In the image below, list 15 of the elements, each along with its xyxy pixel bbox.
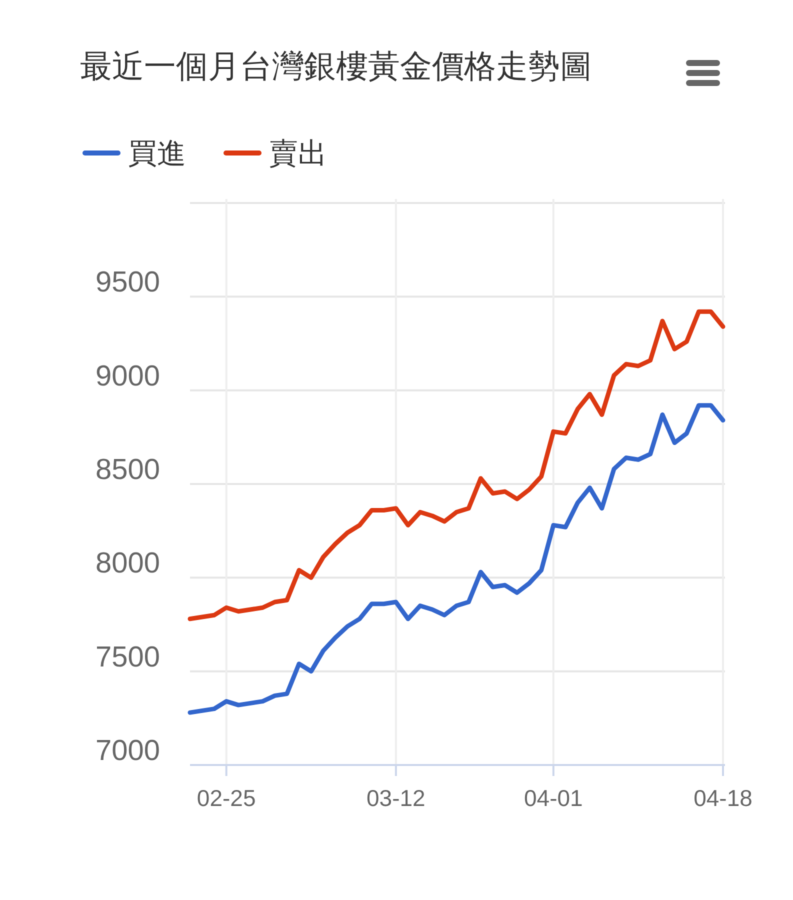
y-tick-label: 9500 (95, 266, 160, 299)
legend-label: 賣出 (269, 138, 327, 170)
title: 最近一個月台灣銀樓黃金價格走勢圖 (80, 48, 592, 84)
x-tick-label: 04-18 (694, 785, 752, 811)
x-tick-label: 02-25 (196, 785, 256, 811)
legend-label: 買進 (128, 138, 186, 170)
y-tick-label: 9000 (95, 360, 160, 392)
y-tick-label: 7500 (95, 641, 160, 674)
y-tick-label: 7000 (95, 735, 160, 767)
legend-item: 買進 (82, 138, 186, 170)
legend-item: 賣出 (224, 138, 327, 170)
y-tick-label: 8000 (95, 548, 160, 580)
x-tick-label: 03-12 (366, 785, 426, 811)
x-tick-label: 04-01 (524, 785, 583, 811)
y-tick-label: 8500 (95, 454, 160, 486)
